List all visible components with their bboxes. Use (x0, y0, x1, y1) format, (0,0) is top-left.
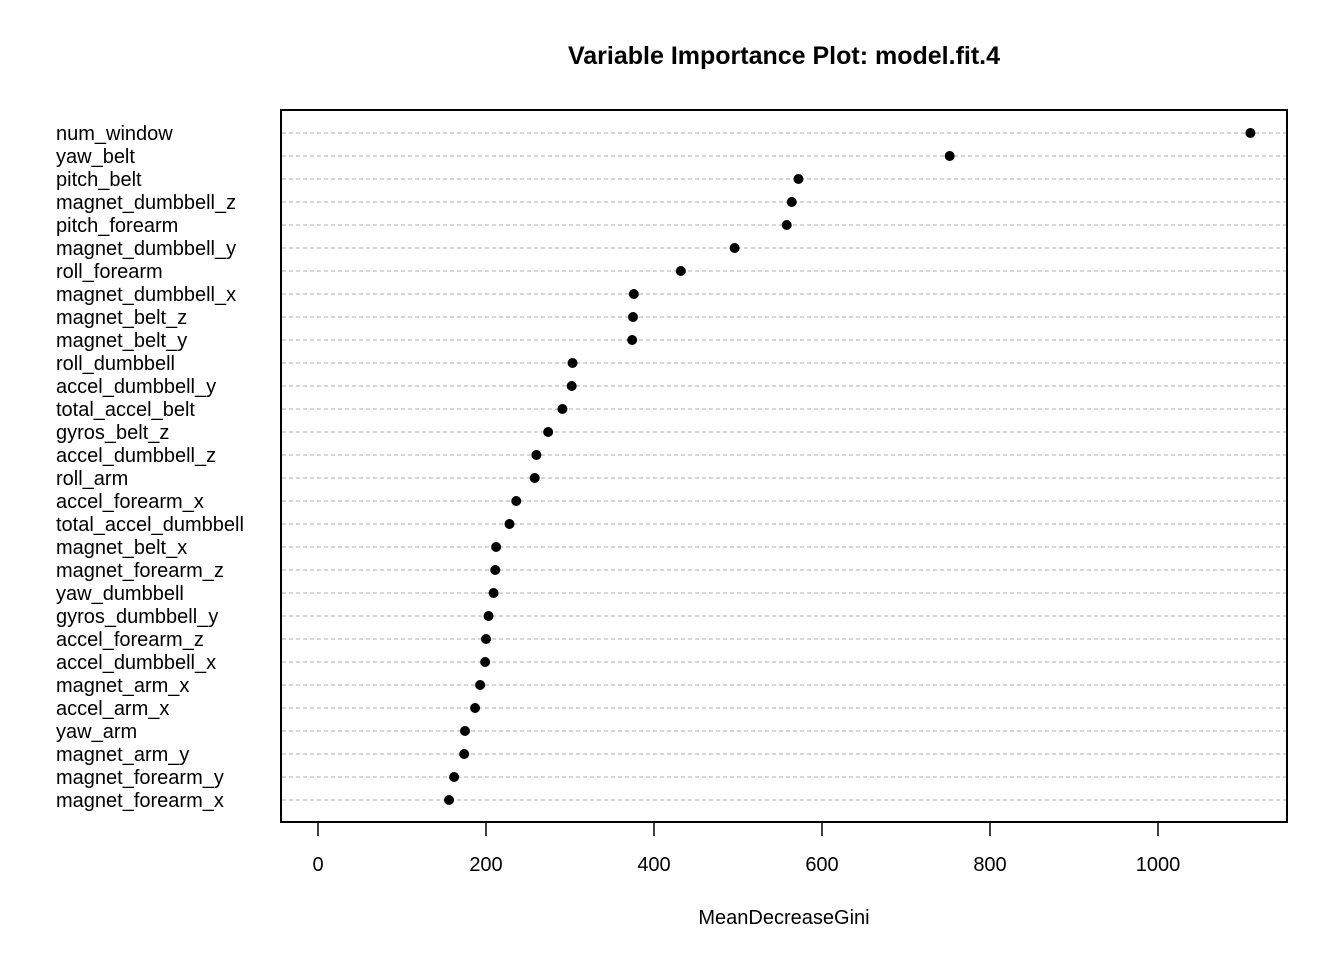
variable-label: accel_dumbbell_x (56, 652, 216, 674)
variable-label: total_accel_belt (56, 399, 195, 421)
variable-label: total_accel_dumbbell (56, 514, 244, 536)
variable-label: magnet_belt_z (56, 307, 187, 329)
data-point (488, 588, 499, 598)
data-point (491, 542, 502, 552)
variable-label: accel_forearm_x (56, 491, 204, 513)
variable-labels: num_windowyaw_beltpitch_beltmagnet_dumbb… (56, 123, 244, 812)
data-point (729, 243, 740, 253)
data-point (480, 657, 491, 667)
data-point (475, 680, 486, 690)
data-point (944, 151, 955, 161)
variable-label: yaw_arm (56, 721, 137, 743)
variable-label: magnet_belt_x (56, 537, 187, 559)
variable-label: roll_arm (56, 468, 128, 490)
data-point (675, 266, 686, 276)
data-point (460, 726, 470, 736)
data-point (567, 358, 578, 368)
variable-label: roll_dumbbell (56, 353, 175, 375)
variable-label: roll_forearm (56, 261, 163, 283)
data-point (529, 473, 540, 483)
data-point (543, 427, 554, 437)
variable-label: magnet_dumbbell_z (56, 192, 236, 214)
grid-lines (282, 132, 1286, 801)
data-point (444, 795, 455, 805)
x-tick-label: 0 (312, 854, 323, 876)
variable-label: accel_dumbbell_y (56, 376, 216, 398)
data-point (781, 220, 792, 230)
data-point (628, 289, 639, 299)
variable-label: yaw_belt (56, 146, 135, 168)
x-axis: 0 200 400 600 800 1000 (312, 821, 1181, 876)
data-point (627, 335, 638, 345)
plot-frame (280, 109, 1288, 823)
variable-label: yaw_dumbbell (56, 583, 184, 605)
data-point (449, 772, 460, 782)
data-points (444, 128, 1256, 805)
variable-label: pitch_belt (56, 169, 142, 191)
variable-label: magnet_arm_x (56, 675, 189, 697)
chart-title: Variable Importance Plot: model.fit.4 (568, 42, 1000, 70)
variable-label: magnet_forearm_z (56, 560, 224, 582)
data-point (557, 404, 568, 414)
x-tick-label: 1000 (1136, 854, 1181, 876)
data-point (483, 611, 494, 621)
x-tick-label: 200 (469, 854, 502, 876)
variable-label: magnet_belt_y (56, 330, 187, 352)
data-point (786, 197, 797, 207)
variable-label: accel_forearm_z (56, 629, 204, 651)
x-tick-label: 400 (637, 854, 670, 876)
variable-label: magnet_dumbbell_y (56, 238, 236, 260)
variable-label: accel_arm_x (56, 698, 169, 720)
x-tick-label: 800 (973, 854, 1006, 876)
variable-label: magnet_forearm_x (56, 790, 224, 812)
data-point (793, 174, 804, 184)
data-point (470, 703, 481, 713)
variable-label: gyros_belt_z (56, 422, 169, 444)
variable-label: accel_dumbbell_z (56, 445, 216, 467)
x-tick-label: 600 (805, 854, 838, 876)
data-point (504, 519, 515, 529)
data-point (481, 634, 491, 644)
data-point (511, 496, 522, 506)
data-point (490, 565, 501, 575)
variable-label: gyros_dumbbell_y (56, 606, 218, 628)
data-point (566, 381, 577, 391)
data-point (628, 312, 638, 322)
data-point (459, 749, 470, 759)
variable-label: magnet_dumbbell_x (56, 284, 236, 306)
data-point (531, 450, 542, 460)
variable-label: magnet_forearm_y (56, 767, 224, 789)
variable-label: num_window (56, 123, 173, 145)
x-axis-title: MeanDecreaseGini (698, 907, 869, 929)
variable-label: pitch_forearm (56, 215, 178, 237)
data-point (1245, 128, 1256, 138)
variable-label: magnet_arm_y (56, 744, 189, 766)
